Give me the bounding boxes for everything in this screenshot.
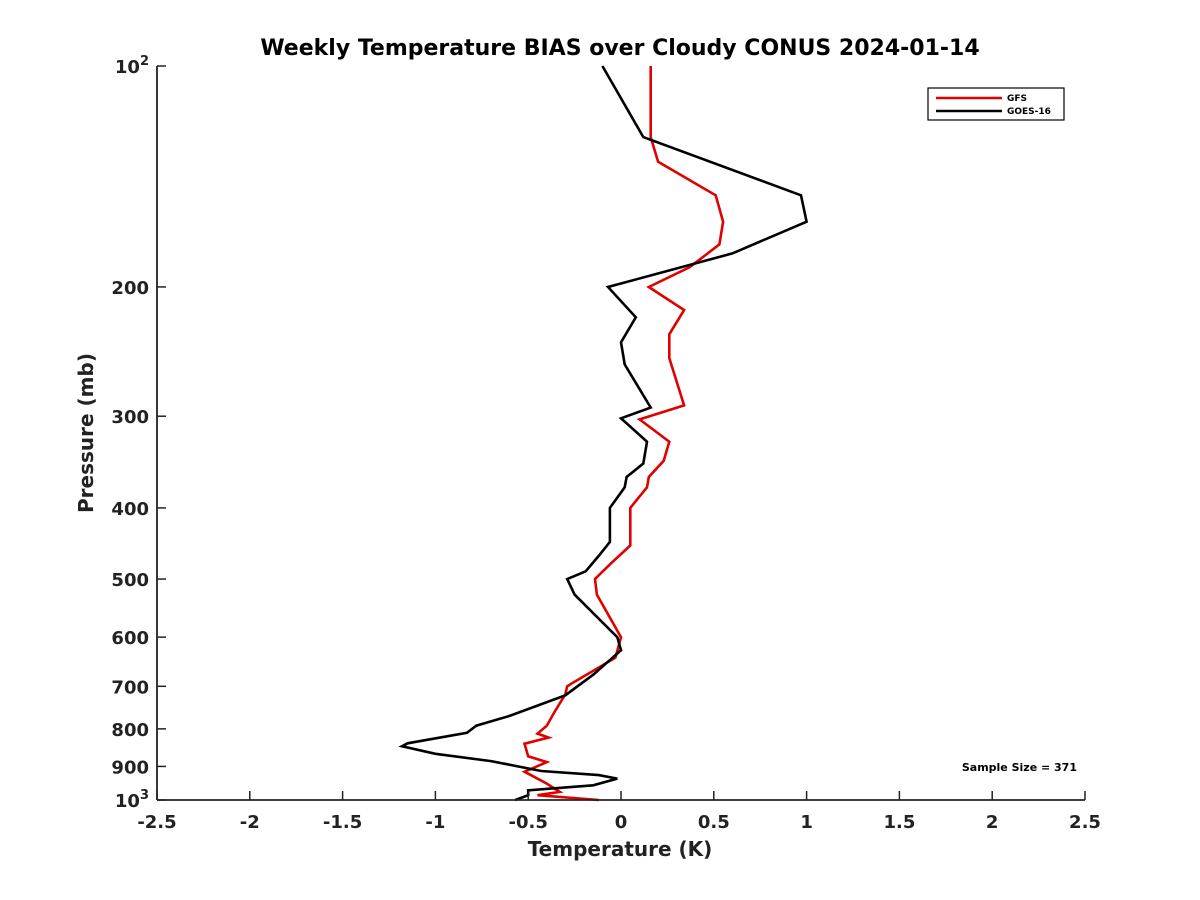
y-tick-label: 600	[111, 628, 149, 649]
x-tick-label: 1	[800, 812, 813, 833]
y-tick-label: 700	[111, 677, 149, 698]
x-tick-label: -1.5	[323, 812, 362, 833]
x-tick-label: 1.5	[883, 812, 915, 833]
series-layer	[398, 65, 809, 802]
y-axis-ticks: 102 200 300 400 500 600 700 800 900 103	[111, 54, 166, 812]
y-tick-label: 400	[111, 499, 149, 520]
x-tick-label: -1	[425, 812, 445, 833]
x-tick-label: 2	[986, 812, 999, 833]
x-axis-ticks: -2.5 -2 -1.5 -1 -0.5 0 0.5 1 1.5 2 2.5	[137, 791, 1101, 833]
x-tick-label: -0.5	[509, 812, 548, 833]
series-line-gfs	[521, 66, 725, 802]
y-tick-label: 200	[111, 278, 149, 299]
x-axis-label: Temperature (K)	[528, 837, 713, 861]
y-tick-label: 102	[115, 54, 149, 78]
plot-area: -2.5 -2 -1.5 -1 -0.5 0 0.5 1 1.5 2 2.5 102 200 300 40…	[111, 54, 1101, 833]
x-tick-label: -2.5	[137, 812, 176, 833]
x-tick-label: 0.5	[698, 812, 730, 833]
legend-label-goes16: GOES-16	[1007, 107, 1051, 117]
y-tick-label: 103	[115, 788, 149, 812]
y-tick-label: 300	[111, 407, 149, 428]
y-tick-label: 900	[111, 757, 149, 778]
x-tick-label: 2.5	[1069, 812, 1101, 833]
series-line-goes16	[398, 65, 809, 802]
legend-label-gfs: GFS	[1007, 94, 1027, 104]
y-tick-label: 500	[111, 570, 149, 591]
chart-title: Weekly Temperature BIAS over Cloudy CONU…	[260, 36, 979, 61]
y-axis-label: Pressure (mb)	[74, 353, 98, 513]
sample-size-annotation: Sample Size = 371	[962, 761, 1077, 774]
legend: GFS GOES-16	[927, 87, 1065, 121]
x-tick-label: 0	[615, 812, 628, 833]
legend-box	[927, 87, 1065, 121]
x-tick-label: -2	[240, 812, 260, 833]
y-tick-label: 800	[111, 720, 149, 741]
